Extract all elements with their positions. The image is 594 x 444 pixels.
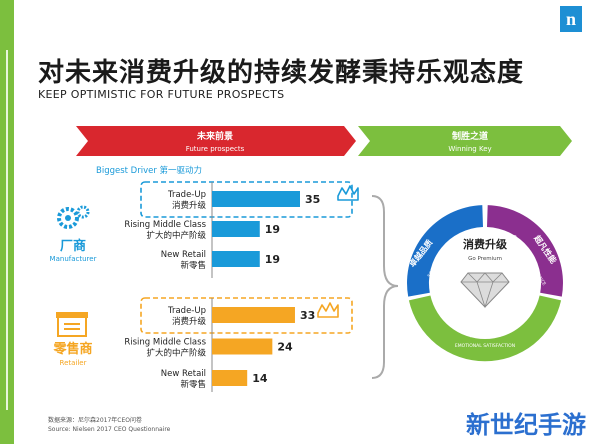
- category-label: 新零售: [180, 379, 206, 390]
- bar-value-label: 24: [277, 341, 293, 354]
- source-line-zh: 数据来源：尼尔森2017年CEO问卷: [48, 417, 142, 424]
- bar-value-label: 35: [305, 193, 320, 206]
- bar-value-label: 14: [252, 372, 268, 385]
- retailer-label-zh: 零售商: [52, 341, 92, 357]
- crown-icon: [317, 302, 339, 318]
- store-icon: [56, 312, 88, 337]
- future-prospects-banner: [76, 126, 356, 156]
- winning-key-en: Winning Key: [448, 145, 491, 153]
- copyright-sidebar-text: [6, 50, 8, 410]
- future-prospects-en: Future prospects: [186, 145, 245, 153]
- category-label: Trade-Up: [167, 190, 206, 200]
- manufacturer-label-zh: 厂商: [60, 238, 86, 254]
- category-label: Rising Middle Class: [124, 220, 206, 230]
- biggest-driver-label: Biggest Driver 第一驱动力: [96, 165, 202, 176]
- retailer-label-en: Retailer: [60, 359, 87, 367]
- source-footer: 数据来源：尼尔森2017年CEO问卷 Source: Nielsen 2017 …: [48, 416, 170, 434]
- bar-retailer-0: [212, 307, 295, 323]
- category-label: Rising Middle Class: [124, 338, 206, 348]
- winning-key-banner: [358, 126, 572, 156]
- ring-center-en: Go Premium: [468, 256, 502, 262]
- watermark-text: 新世纪手游: [466, 411, 586, 439]
- category-label: 新零售: [180, 260, 206, 271]
- gears-icon: [57, 205, 90, 229]
- retailer-highlight-box: [140, 297, 353, 334]
- bar-retailer-1: [212, 338, 273, 355]
- page-subtitle: KEEP OPTIMISTIC FOR FUTURE PROSPECTS: [38, 88, 285, 101]
- watermark: 新世纪手游: [428, 402, 594, 444]
- bar-manufacturer-2: [212, 251, 260, 267]
- bar-value-label: 19: [265, 223, 280, 236]
- manufacturer-label-en: Manufacturer: [50, 255, 97, 263]
- ring-segment-quality: [407, 205, 483, 297]
- manufacturer-highlight-box: [140, 181, 353, 218]
- crown-icon: [337, 185, 359, 201]
- grouping-bracket: [371, 195, 399, 379]
- ring-segment-performance: [487, 205, 563, 297]
- bar-value-label: 33: [300, 309, 315, 322]
- category-label: New Retail: [161, 369, 206, 379]
- ring-label-emotion-en: EMOTIONAL SATISFACTION: [455, 343, 515, 349]
- ring-segment-emotion: [408, 295, 562, 362]
- winning-key-zh: 制胜之道: [452, 130, 488, 142]
- bar-retailer-2: [212, 370, 248, 386]
- source-line-en: Source: Nielsen 2017 CEO Questionnaire: [48, 426, 171, 433]
- category-label: New Retail: [161, 250, 206, 260]
- ring-center-zh: 消费升级: [463, 237, 508, 251]
- category-label: 消费升级: [172, 316, 207, 327]
- category-label: 扩大的中产阶级: [146, 230, 206, 241]
- ring-label-emotion-zh: 情感体验: [468, 328, 502, 338]
- diamond-icon: [460, 272, 510, 309]
- bar-manufacturer-1: [212, 221, 260, 237]
- winning-key-ring: 消费升级 Go Premium 卓越品质 SOLID QUALITY 超凡性能 …: [407, 205, 563, 362]
- future-prospects-zh: 未来前景: [196, 130, 233, 142]
- category-label: Trade-Up: [167, 306, 206, 316]
- bar-manufacturer-0: [212, 191, 300, 207]
- category-label: 扩大的中产阶级: [146, 348, 206, 359]
- category-label: 消费升级: [172, 200, 207, 211]
- bar-value-label: 19: [265, 253, 280, 266]
- page-title: 对未来消费升级的持续发酵秉持乐观态度: [38, 58, 525, 88]
- brand-logo: n: [560, 6, 582, 32]
